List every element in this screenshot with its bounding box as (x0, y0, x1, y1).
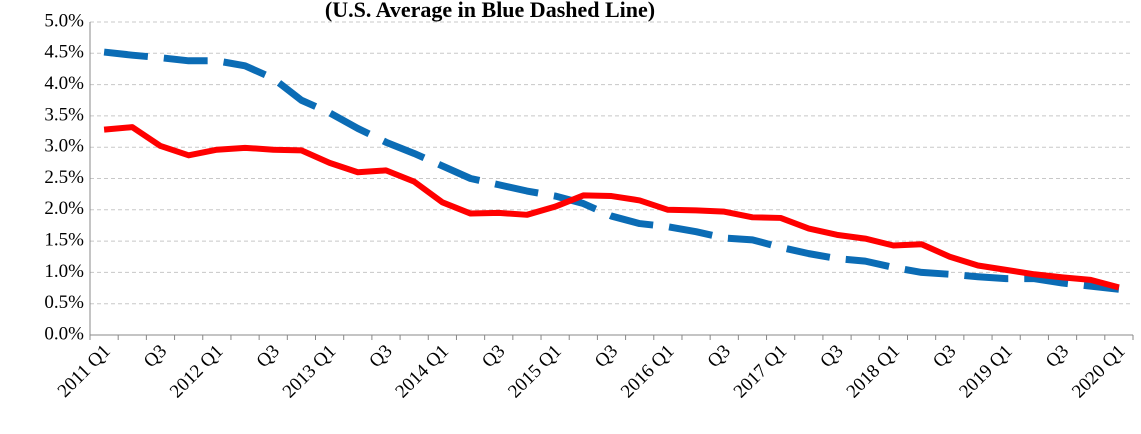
x-tick-label: Q3 (816, 341, 847, 372)
y-tick-label: 0.0% (44, 323, 84, 344)
x-tick-label: 2019 Q1 (955, 341, 1017, 403)
y-tick-label: 3.0% (44, 136, 84, 157)
x-tick-label: 2011 Q1 (54, 341, 115, 402)
x-tick-label: Q3 (140, 341, 171, 372)
series-line (103, 124, 1120, 291)
x-tick-label: Q3 (478, 341, 509, 372)
y-tick-label: 3.5% (44, 104, 84, 125)
x-tick-label: 2012 Q1 (166, 341, 228, 403)
x-tick-label: 2020 Q1 (1068, 341, 1130, 403)
series-line (103, 48, 1120, 293)
x-tick-label: 2013 Q1 (279, 341, 341, 403)
x-tick-label: 2018 Q1 (843, 341, 905, 403)
x-tick-label: Q3 (704, 341, 735, 372)
x-tick-label: Q3 (591, 341, 622, 372)
x-tick-label: 2017 Q1 (730, 341, 792, 403)
y-tick-label: 0.5% (44, 292, 84, 313)
x-tick-label: Q3 (929, 341, 960, 372)
y-tick-label: 4.0% (44, 73, 84, 94)
x-tick-label: Q3 (253, 341, 284, 372)
x-tick-label: 2015 Q1 (504, 341, 566, 403)
y-tick-label: 4.5% (44, 42, 84, 63)
x-tick-label: 2016 Q1 (617, 341, 679, 403)
x-tick-label: Q3 (365, 341, 396, 372)
y-tick-label: 5.0% (44, 10, 84, 31)
y-tick-label: 2.5% (44, 167, 84, 188)
y-tick-label: 1.5% (44, 229, 84, 250)
y-tick-label: 1.0% (44, 261, 84, 282)
x-tick-label: 2014 Q1 (391, 341, 453, 403)
y-tick-label: 2.0% (44, 198, 84, 219)
chart-subtitle: (U.S. Average in Blue Dashed Line) (325, 0, 655, 22)
x-tick-label: Q3 (1042, 341, 1073, 372)
